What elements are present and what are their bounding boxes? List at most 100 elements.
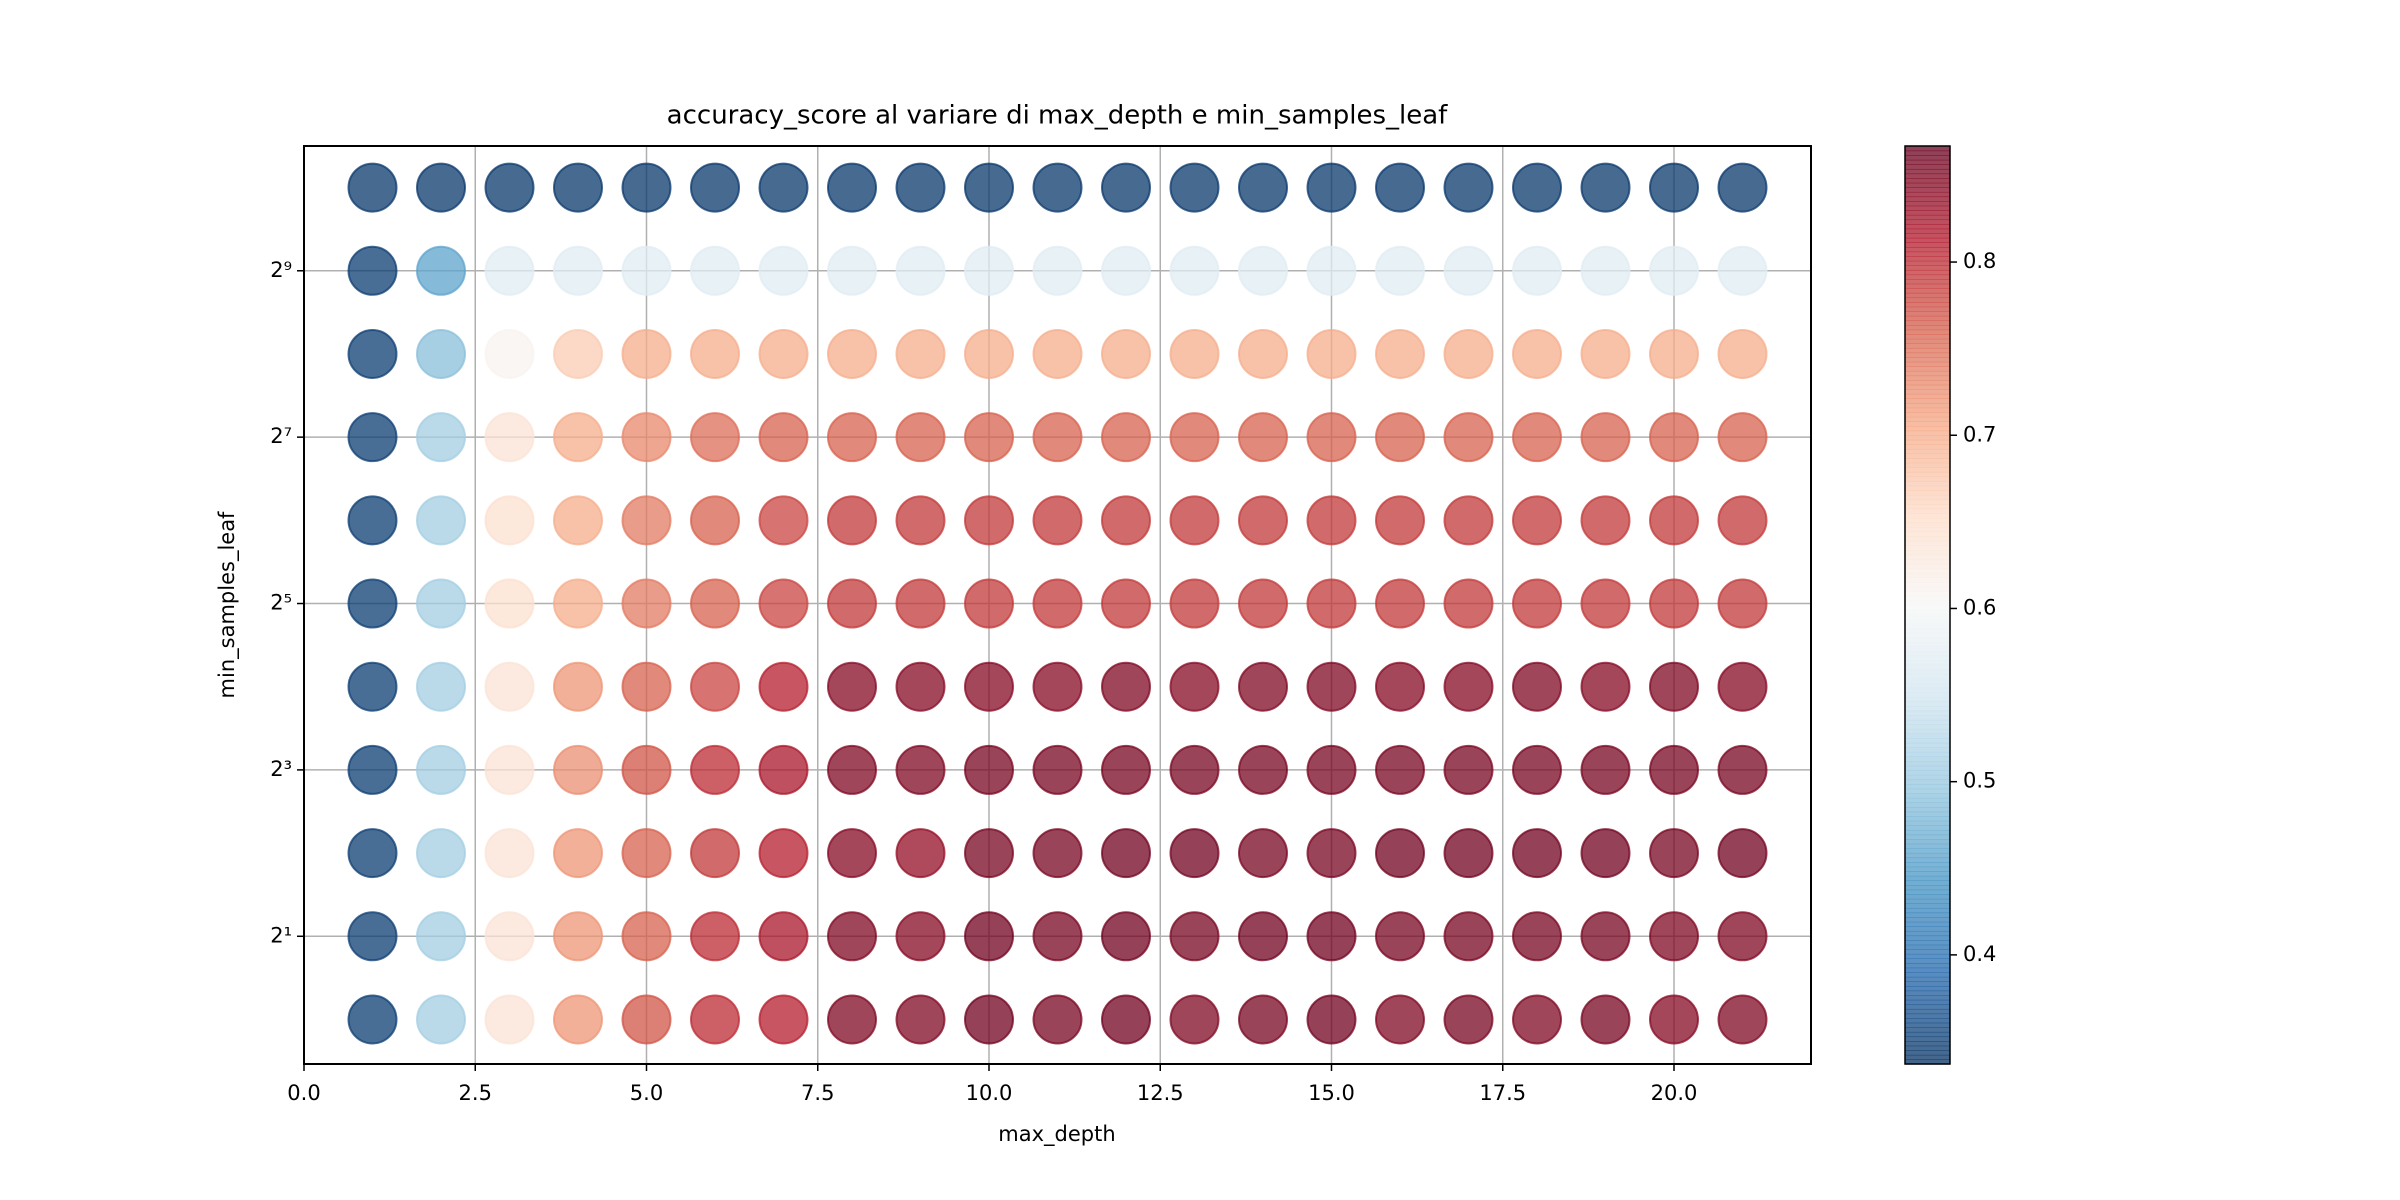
colorbar-segment xyxy=(1905,265,1950,271)
point xyxy=(758,245,809,296)
colorbar-segment xyxy=(1905,687,1950,693)
colorbar-segment xyxy=(1905,609,1950,615)
x-tick-label: 2.5 xyxy=(459,1081,492,1105)
colorbar-segment xyxy=(1905,269,1950,276)
point xyxy=(621,578,672,629)
colorbar-segment xyxy=(1905,953,1950,960)
point xyxy=(1717,162,1768,213)
point xyxy=(1032,495,1083,546)
point xyxy=(895,994,946,1045)
point xyxy=(1032,661,1083,712)
point xyxy=(758,828,809,879)
y-tick-label: 2¹ xyxy=(270,923,292,947)
point xyxy=(1169,911,1220,962)
point xyxy=(1032,828,1083,879)
point xyxy=(1580,828,1631,879)
colorbar-segment xyxy=(1905,816,1950,822)
colorbar-segment xyxy=(1905,435,1950,441)
point xyxy=(1101,328,1151,379)
point xyxy=(1169,245,1220,296)
colorbar-segment xyxy=(1905,283,1950,289)
colorbar-segment xyxy=(1905,770,1950,776)
point xyxy=(621,911,672,962)
point xyxy=(758,661,809,712)
colorbar-segment xyxy=(1905,357,1950,363)
colorbar-segment xyxy=(1905,995,1950,1001)
point xyxy=(1169,162,1220,213)
colorbar-segment xyxy=(1905,549,1950,556)
colorbar-segment xyxy=(1905,1059,1950,1065)
point xyxy=(690,578,740,629)
colorbar-segment xyxy=(1905,784,1950,790)
point xyxy=(1238,994,1288,1045)
colorbar-segment xyxy=(1905,724,1950,730)
colorbar-segment xyxy=(1905,260,1950,266)
y-tick-label: 2⁹ xyxy=(270,258,292,282)
point xyxy=(758,578,809,629)
colorbar-segment xyxy=(1905,485,1950,491)
colorbar-segment xyxy=(1905,490,1950,496)
colorbar-segment xyxy=(1905,595,1950,602)
colorbar-segment xyxy=(1905,481,1950,487)
colorbar-segment xyxy=(1905,196,1950,202)
colorbar-segment xyxy=(1905,742,1950,748)
colorbar-segment xyxy=(1905,678,1950,684)
point xyxy=(827,162,877,213)
colorbar-segment xyxy=(1905,292,1950,299)
colorbar-segment xyxy=(1905,664,1950,670)
point xyxy=(1512,328,1562,379)
colorbar-segment xyxy=(1905,981,1950,987)
colorbar-segment xyxy=(1905,884,1950,891)
colorbar-segment xyxy=(1905,990,1950,996)
colorbar-segment xyxy=(1905,646,1950,652)
colorbar-segment xyxy=(1905,279,1950,285)
point xyxy=(1580,578,1631,629)
point xyxy=(1717,911,1768,962)
point xyxy=(690,994,740,1045)
point xyxy=(1169,412,1220,463)
point xyxy=(553,495,603,546)
colorbar-segment xyxy=(1905,673,1950,680)
point xyxy=(1375,495,1425,546)
point xyxy=(1032,245,1083,296)
y-tick-label: 2⁷ xyxy=(270,424,292,448)
point xyxy=(1512,578,1562,629)
point xyxy=(484,744,535,795)
point xyxy=(416,578,466,629)
point xyxy=(895,495,946,546)
colorbar-segment xyxy=(1905,761,1950,767)
colorbar-segment xyxy=(1905,802,1950,808)
point xyxy=(1375,578,1425,629)
colorbar-segment xyxy=(1905,526,1950,533)
colorbar-segment xyxy=(1905,531,1950,537)
y-tick-label: 2³ xyxy=(270,757,292,781)
colorbar-segment xyxy=(1905,623,1950,629)
point xyxy=(553,328,603,379)
point xyxy=(1580,245,1631,296)
colorbar-segment xyxy=(1905,347,1950,354)
colorbar-segment xyxy=(1905,627,1950,634)
point xyxy=(1238,412,1288,463)
colorbar-segment xyxy=(1905,1050,1950,1056)
point xyxy=(347,495,398,546)
colorbar-segment xyxy=(1905,228,1950,234)
point xyxy=(964,328,1014,379)
point xyxy=(416,328,466,379)
x-tick-label: 5.0 xyxy=(630,1081,663,1105)
point xyxy=(1306,245,1357,296)
colorbar-segment xyxy=(1905,1054,1950,1061)
point xyxy=(1512,744,1562,795)
colorbar-segment xyxy=(1905,848,1950,854)
point xyxy=(1169,578,1220,629)
point xyxy=(1443,162,1494,213)
colorbar-segment xyxy=(1905,852,1950,859)
point xyxy=(895,412,946,463)
colorbar-segment xyxy=(1905,779,1950,785)
colorbar-segment xyxy=(1905,728,1950,735)
point xyxy=(758,162,809,213)
colorbar-segment xyxy=(1905,146,1950,152)
colorbar-segment xyxy=(1905,325,1950,331)
colorbar-segment xyxy=(1905,224,1950,230)
point xyxy=(347,911,398,962)
